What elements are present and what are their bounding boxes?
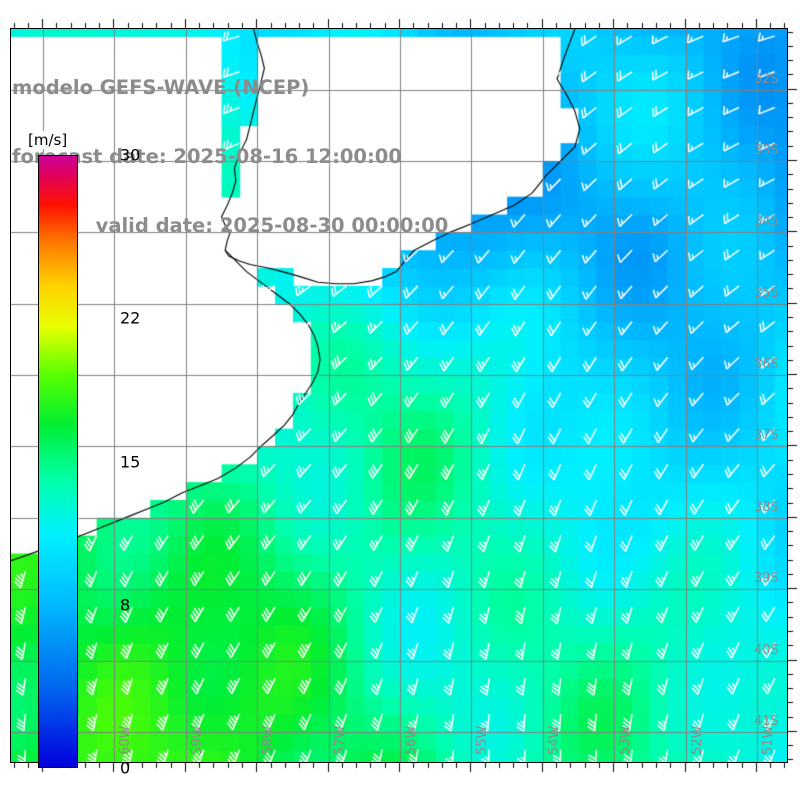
colorbar-tick-22: 22	[120, 308, 141, 328]
x-axis-label-55W: 55W	[475, 725, 491, 755]
y-axis-label-41S: 41S	[754, 713, 779, 729]
x-axis-label-56W: 56W	[404, 725, 419, 755]
data-layer	[11, 29, 787, 762]
colorbar-tick-30: 30	[120, 145, 141, 165]
y-axis-ticks	[788, 0, 800, 800]
title-line-valid-date: valid date: 2025-08-30 00:00:00	[95, 214, 449, 237]
x-axis-label-58W: 58W	[261, 725, 277, 755]
colorbar-tick-15: 15	[120, 452, 141, 471]
colorbar-tick-8: 8	[120, 595, 131, 615]
y-axis-label-32S: 32S	[754, 71, 779, 87]
y-axis-label-38S: 38S	[754, 499, 779, 515]
y-axis-label-34S: 34S	[754, 214, 779, 230]
y-axis-label-40S: 40S	[754, 642, 779, 658]
x-axis-label-59W: 59W	[189, 725, 205, 755]
x-axis-label-51W: 51W	[760, 725, 776, 755]
title-line-forecast-date: forecast date: 2025-08-16 12:00:00	[12, 145, 402, 168]
colorbar-unit-label: [m/s]	[26, 131, 70, 149]
x-axis-label-60W: 60W	[118, 725, 134, 755]
title-block: modelo GEFS-WAVE (NCEP) forecast date: 2…	[12, 30, 532, 283]
y-axis-label-37S: 37S	[754, 428, 779, 444]
wind-barbs	[11, 29, 787, 762]
colorbar: 30 22 15 8 0	[38, 146, 140, 778]
x-axis-ticks	[0, 763, 800, 777]
title-line-model: modelo GEFS-WAVE (NCEP)	[12, 76, 310, 99]
x-axis-label-53W: 53W	[618, 725, 634, 755]
colorbar-gradient	[38, 155, 78, 768]
plot-area	[10, 28, 788, 763]
y-axis-label-36S: 36S	[754, 357, 779, 373]
x-axis-label-54W: 54W	[546, 725, 562, 755]
top-axis-ticks	[0, 17, 800, 29]
y-axis-label-35S: 35S	[754, 285, 779, 301]
x-axis-label-57W: 57W	[332, 725, 348, 755]
x-axis-label-52W: 52W	[689, 725, 705, 755]
y-axis-label-33S: 33S	[754, 143, 779, 158]
colorbar-tick-0: 0	[120, 758, 131, 778]
y-axis-label-39S: 39S	[754, 571, 779, 587]
